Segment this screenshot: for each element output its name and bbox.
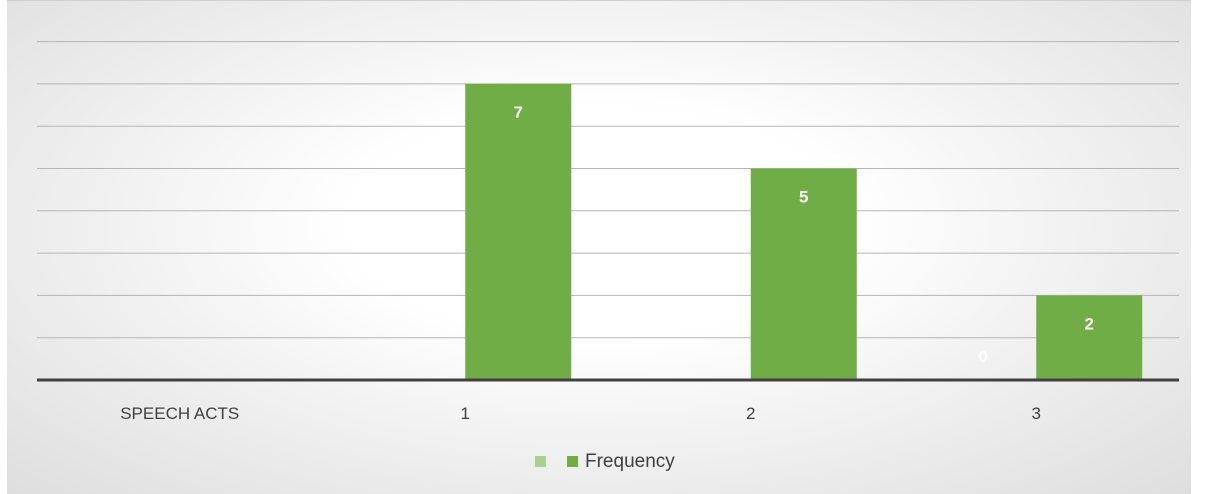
category-label: 1 — [461, 404, 470, 423]
category-label: SPEECH ACTS — [120, 404, 239, 423]
legend-swatch — [535, 456, 546, 467]
bar — [1036, 295, 1143, 380]
data-label: 7 — [514, 103, 523, 122]
bar — [750, 168, 857, 380]
chart-area: 0 7 5 2 SPEECH ACTS 1 2 3 Frequency — [7, 0, 1191, 494]
category-label: 3 — [1032, 404, 1041, 423]
legend: Frequency — [535, 451, 675, 472]
data-label: 2 — [1085, 314, 1094, 333]
gridlines — [37, 41, 1179, 339]
bars — [465, 83, 1143, 381]
category-labels: SPEECH ACTS 1 2 3 — [120, 404, 1041, 423]
legend-label: Frequency — [585, 451, 675, 472]
bar-chart: 0 7 5 2 SPEECH ACTS 1 2 3 Frequency — [37, 41, 1179, 472]
legend-swatch — [567, 456, 578, 467]
data-label: 5 — [799, 188, 808, 207]
data-label: 0 — [979, 347, 988, 366]
category-label: 2 — [746, 404, 755, 423]
data-labels: 0 7 5 2 — [514, 103, 1094, 366]
bar — [465, 83, 572, 381]
